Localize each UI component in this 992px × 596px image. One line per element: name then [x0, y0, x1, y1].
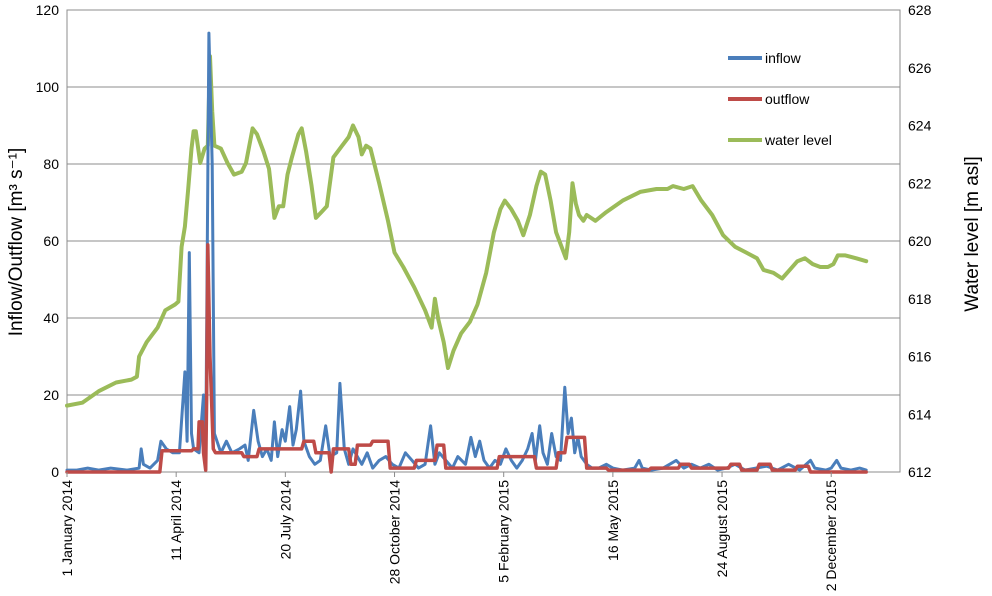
left-y-tick-label: 60 — [43, 233, 59, 249]
right-y-tick-label: 612 — [908, 464, 932, 480]
left-y-tick-label: 20 — [43, 387, 59, 403]
x-tick-label: 1 January 2014 — [59, 480, 75, 577]
right-y-tick-label: 618 — [908, 291, 932, 307]
right-y-tick-label: 614 — [908, 406, 932, 422]
left-y-tick-label: 100 — [36, 79, 60, 95]
legend-label-outflow: outflow — [765, 91, 810, 107]
right-y-tick-label: 626 — [908, 60, 932, 76]
x-tick-label: 5 February 2015 — [496, 480, 512, 583]
right-y-tick-label: 622 — [908, 175, 932, 191]
right-y-tick-label: 624 — [908, 118, 932, 134]
right-y-axis-title: Water level [m asl] — [962, 156, 983, 312]
legend: inflow outflow water level — [728, 50, 832, 148]
series-line-water-level — [65, 54, 869, 408]
x-tick-label: 20 July 2014 — [277, 480, 293, 560]
right-y-tick-label: 620 — [908, 233, 932, 249]
right-y-axis-ticks: 612 614 616 618 620 622 624 626 628 — [908, 2, 932, 480]
left-y-tick-label: 40 — [43, 310, 59, 326]
plot-area-frame — [66, 9, 901, 473]
x-tick-label: 2 December 2015 — [823, 480, 839, 592]
left-y-tick-label: 120 — [36, 2, 60, 18]
left-y-axis-title: Inflow/Outflow [m³ s⁻¹] — [6, 148, 27, 336]
x-tick-label: 28 October 2014 — [387, 480, 403, 585]
right-y-tick-label: 628 — [908, 2, 932, 18]
left-y-axis-ticks: 0 20 40 60 80 100 120 — [36, 2, 60, 480]
legend-label-inflow: inflow — [765, 50, 802, 66]
left-y-tick-label: 80 — [43, 156, 59, 172]
legend-label-water-level: water level — [764, 132, 832, 148]
x-tick-label: 11 April 2014 — [168, 480, 184, 561]
x-axis-ticks: 1 January 2014 11 April 2014 20 July 2014 2… — [59, 472, 839, 591]
series-line-outflow — [65, 243, 868, 474]
series-layer — [65, 31, 869, 474]
x-tick-label: 24 August 2015 — [714, 480, 730, 578]
x-tick-label: 16 May 2015 — [605, 480, 621, 561]
left-y-tick-label: 0 — [51, 464, 59, 480]
right-y-tick-label: 616 — [908, 349, 932, 365]
